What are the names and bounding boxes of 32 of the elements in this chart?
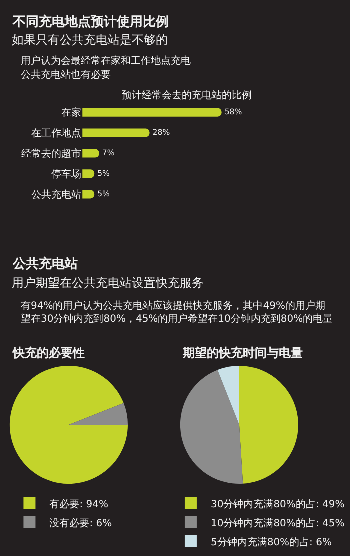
legend-label: 有必要: 94% (50, 498, 108, 510)
pie-slice (218, 366, 240, 426)
pie-slice (180, 370, 244, 484)
data-label: 5% (98, 168, 110, 178)
y-tick-label: 在工作地点 (32, 128, 82, 140)
data-label: 7% (102, 148, 115, 158)
data-label: 28% (152, 128, 170, 137)
chart-title: 快充的必要性 (12, 346, 85, 360)
slice-label: 30分钟内充满80%的占: 49% (210, 498, 345, 510)
slice-label: 10分钟内充满80%的占: 45% (210, 517, 345, 530)
bar (82, 128, 150, 138)
data-label: 58% (224, 108, 242, 116)
x-axis-title: 预计经常会去的充电站的比例 (122, 89, 252, 102)
legend-label: 没有必要: 6% (50, 517, 112, 530)
y-tick-label: 经常去的超市 (22, 148, 82, 160)
bar (82, 149, 100, 158)
text: 用户认为会最经常在家和工作地点充电 (21, 55, 191, 67)
text: 公共充电站也有必要 (21, 69, 111, 81)
pie-slice (10, 366, 128, 484)
legend-label: 5分钟内充满80%的占: 6% (210, 536, 332, 548)
pie-slice (68, 403, 128, 426)
text: 用户期望在公共充电站设置快充服务 (12, 276, 204, 290)
pie-slice (239, 366, 298, 484)
text: 有94%的用户认为公共充电站应该提供快充服务，其中49%的用户期望在30分钟内充到80%，45%的用户希望在10分钟内充到80%的电量 (21, 300, 334, 325)
chart-title: 期望的快充时间与电量 (182, 346, 303, 360)
bar (82, 108, 222, 117)
y-tick-label: 停车场 (52, 168, 82, 180)
chart-subtitle: 如果只有公共充电站是不够的 (12, 33, 168, 47)
y-tick-label: 在家 (62, 107, 82, 120)
chart-title: 不同充电地点预计使用比例 (12, 14, 169, 30)
y-tick-label: 公共充电站 (32, 188, 82, 201)
data-label: 5% (98, 189, 110, 198)
